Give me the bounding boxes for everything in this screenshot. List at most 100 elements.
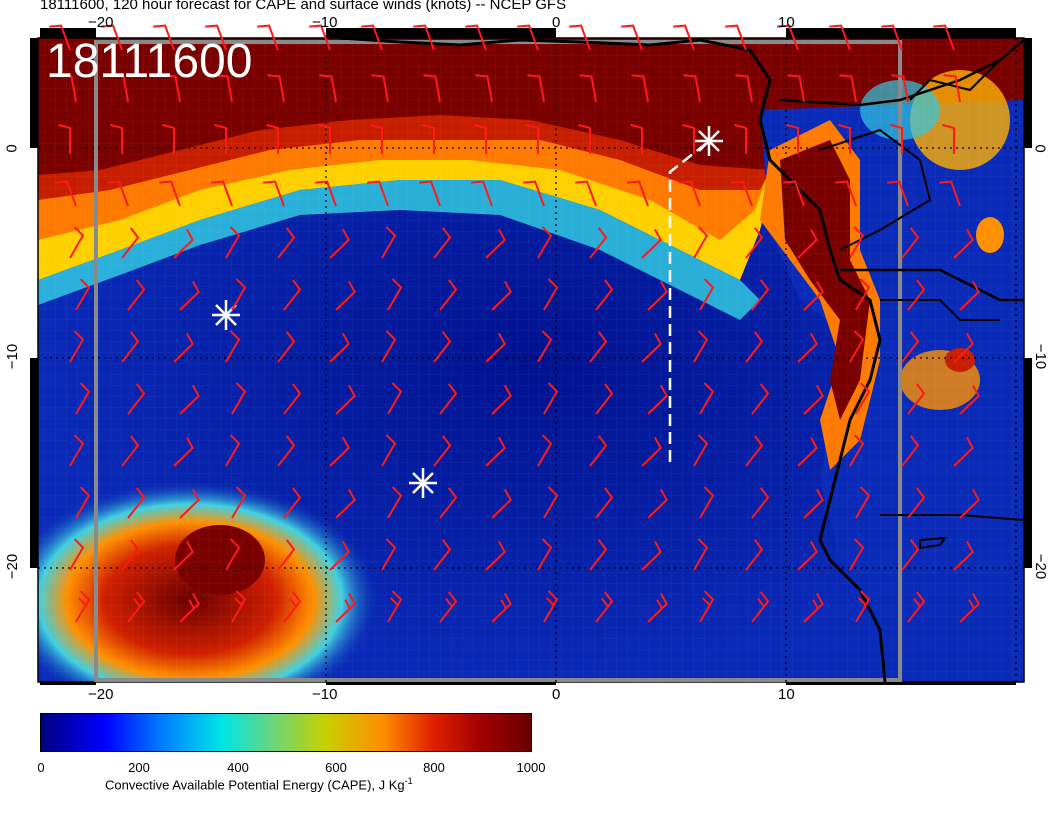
- wind-barb-icon: [959, 280, 980, 311]
- wind-barb-icon: [485, 228, 506, 259]
- wind-barb-icon: [121, 539, 140, 571]
- wind-barb-icon: [745, 435, 764, 467]
- wind-barb-icon: [527, 74, 545, 103]
- wind-barb-icon: [959, 488, 980, 519]
- wind-barb-icon: [838, 123, 851, 154]
- wind-barb-icon: [387, 486, 403, 519]
- wind-barb-icon: [111, 74, 129, 103]
- wind-barb-icon: [439, 487, 458, 519]
- wind-barb-icon: [485, 436, 506, 467]
- wind-barb-icon: [783, 180, 805, 207]
- wind-barb-icon: [433, 227, 452, 259]
- wind-barb-icon: [797, 332, 818, 363]
- wind-barb-icon: [387, 590, 403, 623]
- wind-barb-icon: [891, 74, 909, 103]
- storm-marker-2: [409, 468, 437, 498]
- wind-barb-icon: [890, 123, 903, 154]
- wind-barb-icon: [381, 226, 397, 259]
- wind-barb-icon: [58, 123, 71, 154]
- wind-barb-icon: [69, 226, 85, 259]
- wind-barb-icon: [127, 591, 146, 623]
- wind-barb-icon: [673, 24, 695, 51]
- wind-barb-icon: [537, 434, 553, 467]
- wind-barb-icon: [277, 227, 296, 259]
- wind-barb-icon: [471, 180, 493, 207]
- wind-barb-icon: [422, 123, 435, 154]
- wind-barb-icon: [266, 123, 279, 154]
- wind-barb-icon: [641, 332, 662, 363]
- wind-barb-icon: [803, 280, 824, 311]
- wind-barb-icon: [277, 435, 296, 467]
- wind-barb-icon: [693, 330, 709, 363]
- wind-barb-icon: [127, 279, 146, 311]
- lon-tick-top-4: 10: [778, 14, 795, 31]
- wind-barb-icon: [121, 435, 140, 467]
- wind-barb-icon: [387, 382, 403, 415]
- wind-barb-icon: [647, 488, 668, 519]
- wind-barb-icon: [953, 436, 974, 467]
- wind-barb-icon: [855, 486, 871, 519]
- wind-barb-icon: [163, 74, 181, 103]
- wind-barb-icon: [942, 123, 955, 154]
- wind-barb-icon: [381, 434, 397, 467]
- wind-barb-icon: [682, 123, 695, 154]
- wind-barb-icon: [127, 487, 146, 519]
- wind-barb-icon: [849, 226, 865, 259]
- wind-barb-icon: [517, 24, 539, 51]
- wind-barb-icon: [153, 24, 175, 51]
- wind-barb-icon: [439, 383, 458, 415]
- wind-barb-icon: [277, 331, 296, 363]
- map-title: 18111600, 120 hour forecast for CAPE and…: [40, 0, 567, 13]
- wind-barb-icon: [335, 384, 356, 415]
- wind-barb-icon: [526, 123, 539, 154]
- lon-tick-bottom-3: 0: [552, 686, 561, 703]
- wind-barb-icon: [797, 436, 818, 467]
- wind-barb-icon: [734, 123, 747, 154]
- wind-barb-icon: [179, 384, 200, 415]
- wind-barb-icon: [491, 488, 512, 519]
- wind-barb-icon: [283, 279, 302, 311]
- wind-barb-icon: [173, 228, 194, 259]
- wind-barb-icon: [101, 24, 123, 51]
- wind-barb-icon: [59, 74, 77, 103]
- wind-barb-icon: [589, 331, 608, 363]
- wind-barb-icon: [523, 180, 545, 207]
- wind-barb-icon: [699, 382, 715, 415]
- wind-barb-icon: [751, 383, 770, 415]
- wind-barb-icon: [75, 382, 91, 415]
- storm-track: [668, 141, 709, 462]
- wind-barb-icon: [263, 180, 285, 207]
- wind-barb-icon: [69, 434, 85, 467]
- wind-barb-icon: [367, 180, 389, 207]
- wind-barb-icon: [953, 332, 974, 363]
- wind-barb-icon: [537, 538, 553, 571]
- wind-barb-icon: [439, 279, 458, 311]
- wind-barb-icon: [485, 540, 506, 571]
- wind-barb-icon: [110, 123, 123, 154]
- wind-barb-icon: [474, 123, 487, 154]
- wind-barb-icon: [803, 384, 824, 415]
- wind-barb-icon: [543, 382, 559, 415]
- wind-barb-icon: [433, 539, 452, 571]
- wind-barb-icon: [75, 278, 91, 311]
- wind-barb-icon: [745, 227, 764, 259]
- wind-barb-icon: [589, 539, 608, 571]
- wind-barb-icon: [371, 74, 389, 103]
- wind-barb-icon: [849, 330, 865, 363]
- wind-barb-icon: [943, 74, 961, 103]
- wind-barb-icon: [335, 592, 356, 623]
- wind-barb-icon: [575, 180, 597, 207]
- wind-barb-icon: [595, 279, 614, 311]
- wind-barb-icon: [647, 384, 668, 415]
- wind-barb-icon: [419, 180, 441, 207]
- wind-barb-icon: [887, 180, 909, 207]
- wind-barb-icon: [901, 227, 920, 259]
- wind-barb-icon: [907, 279, 926, 311]
- lon-tick-bottom-4: 10: [778, 686, 795, 703]
- wind-barb-icon: [641, 540, 662, 571]
- lat-tick-right-2: −10: [1032, 343, 1050, 370]
- wind-barb-icon: [595, 383, 614, 415]
- wind-barb-icon: [839, 74, 857, 103]
- wind-barb-icon: [381, 538, 397, 571]
- wind-barb-icon: [49, 24, 71, 51]
